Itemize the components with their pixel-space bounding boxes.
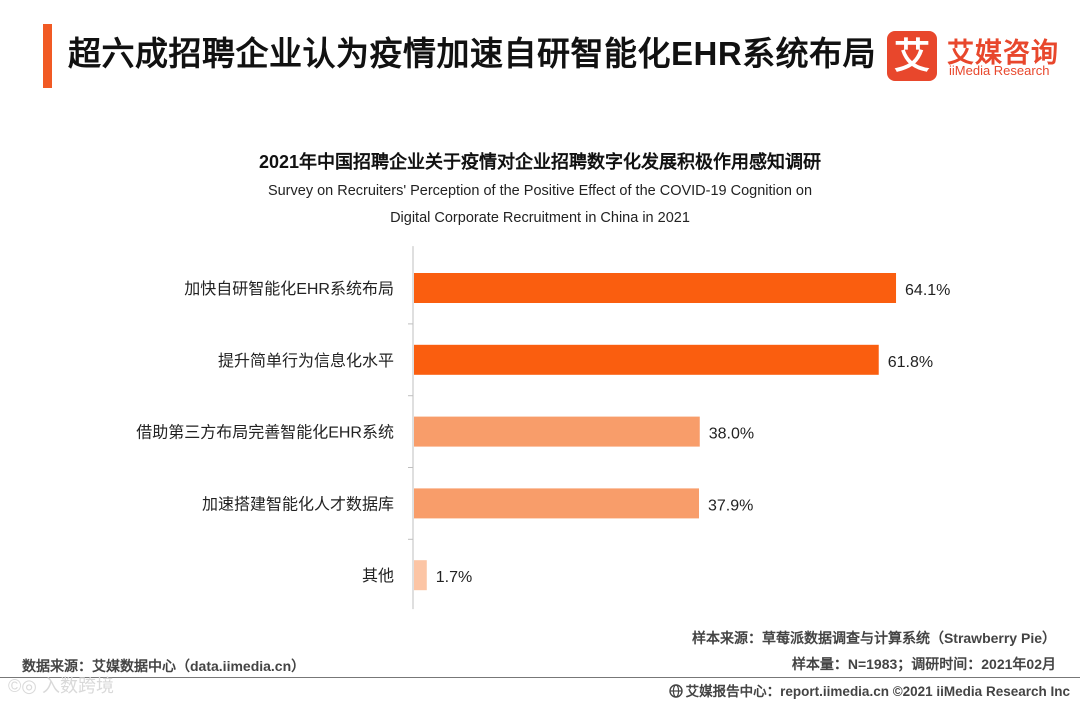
- logo-name-cn: 艾媒咨询: [947, 38, 1059, 68]
- watermark: ©◎ 入数跨境: [8, 676, 114, 696]
- data-source: 数据来源：艾媒数据中心（data.iimedia.cn）: [22, 658, 306, 674]
- logo-mark: 艾: [887, 31, 937, 81]
- data-label: 38.0%: [709, 426, 754, 443]
- data-label: 61.8%: [888, 354, 933, 371]
- chart-subtitle-line-2: Digital Corporate Recruitment in China i…: [390, 210, 690, 226]
- bar: [414, 488, 700, 519]
- category-label: 加快自研智能化EHR系统布局: [184, 280, 394, 298]
- category-label: 提升简单行为信息化水平: [218, 352, 394, 370]
- data-label: 37.9%: [708, 497, 753, 514]
- category-label: 借助第三方布局完善智能化EHR系统: [136, 424, 394, 442]
- sample-info: 样本量：N=1983；调研时间：2021年02月: [791, 656, 1056, 672]
- category-label: 加速搭建智能化人才数据库: [202, 495, 394, 513]
- globe-icon: [668, 684, 683, 698]
- chart-title: 2021年中国招聘企业关于疫情对企业招聘数字化发展积极作用感知调研: [258, 152, 822, 172]
- bar-chart: 加快自研智能化EHR系统布局 64.1% 提升简单行为信息化水平 61.8% 借助第三方…: [136, 246, 950, 610]
- chart-subtitle-line-1: Survey on Recruiters' Perception of the …: [267, 183, 813, 199]
- page-title: 超六成招聘企业认为疫情加速自研智能化EHR系统布局: [68, 35, 877, 72]
- footer-divider: [0, 677, 1080, 678]
- report-center-footer: 艾媒报告中心：report.iimedia.cn ©2021 iiMedia R…: [668, 680, 1070, 700]
- bar: [414, 344, 879, 375]
- report-center-text: 艾媒报告中心：report.iimedia.cn ©2021 iiMedia R…: [685, 684, 1070, 699]
- data-label: 64.1%: [905, 282, 950, 299]
- data-label: 1.7%: [436, 569, 472, 586]
- sample-source: 样本来源：草莓派数据调查与计算系统（Strawberry Pie）: [691, 630, 1056, 646]
- bar: [414, 416, 700, 447]
- bar: [414, 560, 427, 591]
- iimedia-logo: 艾 艾媒咨询 iiMedia Research: [887, 27, 1063, 83]
- logo-name-en: iiMedia Research: [949, 63, 1050, 78]
- category-label: 其他: [362, 567, 394, 585]
- title-accent-bar: [43, 24, 52, 88]
- bar: [414, 273, 897, 303]
